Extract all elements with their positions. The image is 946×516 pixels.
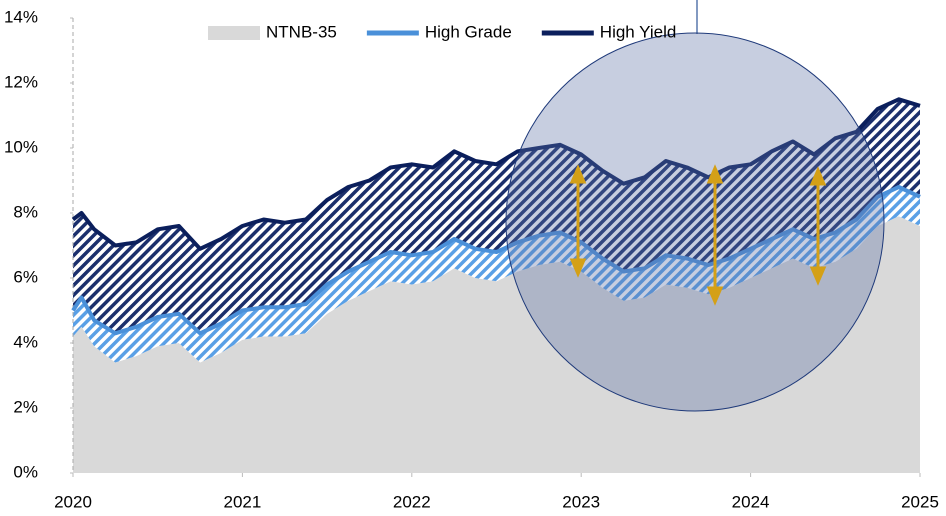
hatch-band: [73, 187, 920, 363]
plot-area: [70, 17, 921, 477]
line: [71, 97, 921, 251]
legend-label: NTNB-35: [266, 22, 337, 41]
x-tick-label: 2022: [393, 492, 431, 511]
x-tick-label: 2020: [54, 492, 92, 511]
area: [73, 216, 920, 474]
legend-swatch: [208, 26, 260, 40]
highlight-circle: [505, 32, 885, 412]
x-tick-label: 2024: [732, 492, 770, 511]
y-tick-label: 6%: [13, 267, 38, 286]
legend-label: High Grade: [425, 22, 512, 41]
y-tick-label: 8%: [13, 202, 38, 221]
x-tick-label: 2023: [562, 492, 600, 511]
y-tick-label: 10%: [4, 137, 38, 156]
y-tick-label: 0%: [13, 462, 38, 481]
hatch-band: [73, 99, 920, 334]
line: [71, 185, 921, 336]
legend-label: High Yield: [600, 22, 677, 41]
y-tick-label: 14%: [4, 7, 38, 26]
y-tick-label: 2%: [13, 397, 38, 416]
y-tick-label: 12%: [4, 72, 38, 91]
spread-arrows: [569, 164, 827, 306]
x-tick-label: 2021: [223, 492, 261, 511]
x-tick-label: 2025: [901, 492, 939, 511]
legend: NTNB-35 High Grade High Yield: [208, 22, 676, 41]
y-tick-label: 4%: [13, 332, 38, 351]
